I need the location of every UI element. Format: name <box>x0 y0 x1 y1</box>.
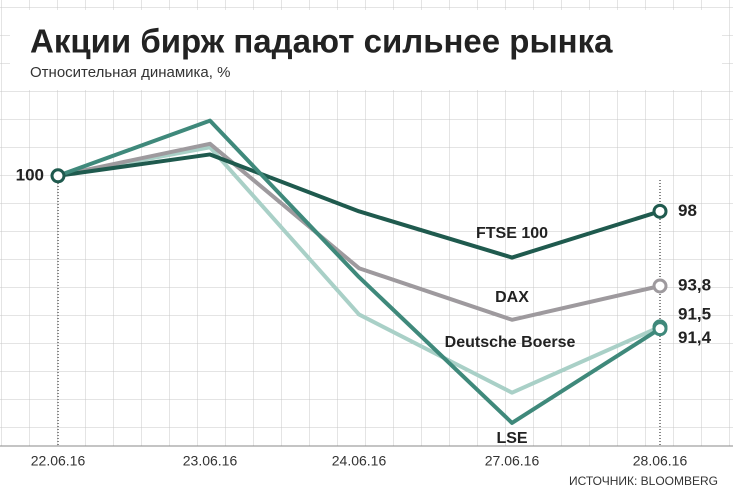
chart-subtitle: Относительная динамика, % <box>30 64 230 81</box>
point-marker <box>50 168 66 184</box>
series-line <box>57 118 662 425</box>
value-label: 100 <box>16 165 44 184</box>
series-line <box>57 141 661 322</box>
value-label: 91,5 <box>678 304 711 323</box>
x-tick-label: 24.06.16 <box>332 453 387 469</box>
point-marker <box>652 278 668 294</box>
x-tick-label: 28.06.16 <box>633 453 688 469</box>
x-tick-label: 27.06.16 <box>485 453 540 469</box>
series-label: FTSE 100 <box>476 225 548 242</box>
source: ИСТОЧНИК: BLOOMBERG <box>569 474 718 488</box>
series-line <box>57 152 661 260</box>
title-box <box>10 10 722 90</box>
series-label: Deutsche Boerse <box>445 334 576 351</box>
series-label: DAX <box>495 289 529 306</box>
series-line <box>57 145 661 395</box>
x-tick-label: 23.06.16 <box>183 453 238 469</box>
series-label: LSE <box>496 430 527 447</box>
point-marker <box>652 203 668 219</box>
value-label: 93,8 <box>678 275 711 294</box>
value-label: 98 <box>678 201 697 220</box>
point-marker <box>652 321 668 337</box>
value-label: 91,4 <box>678 328 712 347</box>
chart-title: Акции бирж падают сильнее рынка <box>30 23 613 60</box>
x-tick-label: 22.06.16 <box>31 453 86 469</box>
